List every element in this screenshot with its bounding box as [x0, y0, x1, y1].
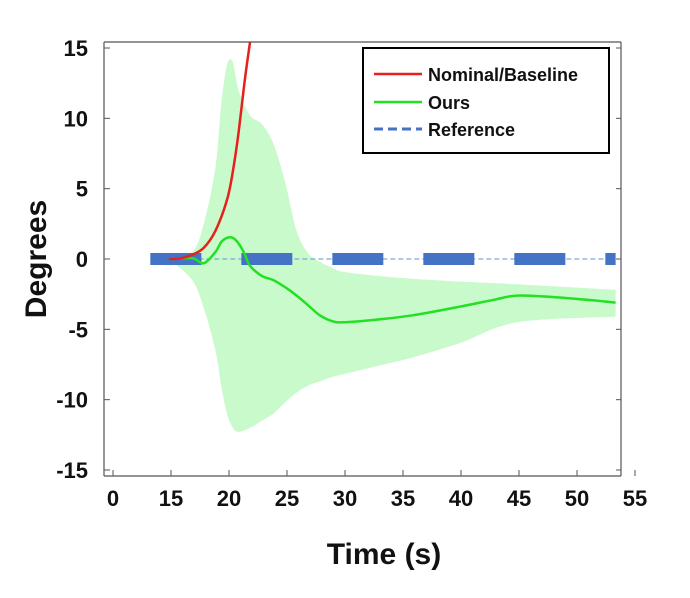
y-tick-label: 10	[64, 106, 88, 131]
x-tick-label: 0	[107, 486, 119, 511]
legend-label-ours: Ours	[428, 93, 470, 113]
legend-label-nominal-baseline: Nominal/Baseline	[428, 65, 578, 85]
series-layer	[150, 42, 616, 324]
confidence-band-layer	[169, 59, 616, 433]
legend: Nominal/Baseline Ours Reference	[362, 47, 610, 154]
x-tick-label: 55	[623, 486, 647, 511]
legend-box	[362, 47, 610, 154]
y-axis-title: Degrees	[20, 200, 53, 318]
x-tick-label: 20	[217, 486, 241, 511]
x-tick-label: 50	[565, 486, 589, 511]
x-tick-label: 45	[507, 486, 531, 511]
y-tick-label: 15	[64, 36, 88, 61]
y-tick-label: -5	[68, 317, 88, 342]
y-tick-label: -10	[56, 388, 88, 413]
y-tick-label: 0	[76, 247, 88, 272]
x-tick-label: 35	[391, 486, 415, 511]
y-tick-label: 5	[76, 177, 88, 202]
series-line-nominal-baseline	[168, 42, 252, 261]
series-line-ours	[168, 236, 616, 324]
x-tick-label: 40	[449, 486, 473, 511]
confidence-band-ours	[169, 59, 616, 433]
legend-label-reference: Reference	[428, 120, 515, 140]
x-tick-label: 15	[159, 486, 183, 511]
x-axis-title: Time (s)	[327, 538, 441, 571]
y-tick-label: -15	[56, 458, 88, 483]
x-tick-label: 25	[275, 486, 299, 511]
x-tick-label: 30	[333, 486, 357, 511]
